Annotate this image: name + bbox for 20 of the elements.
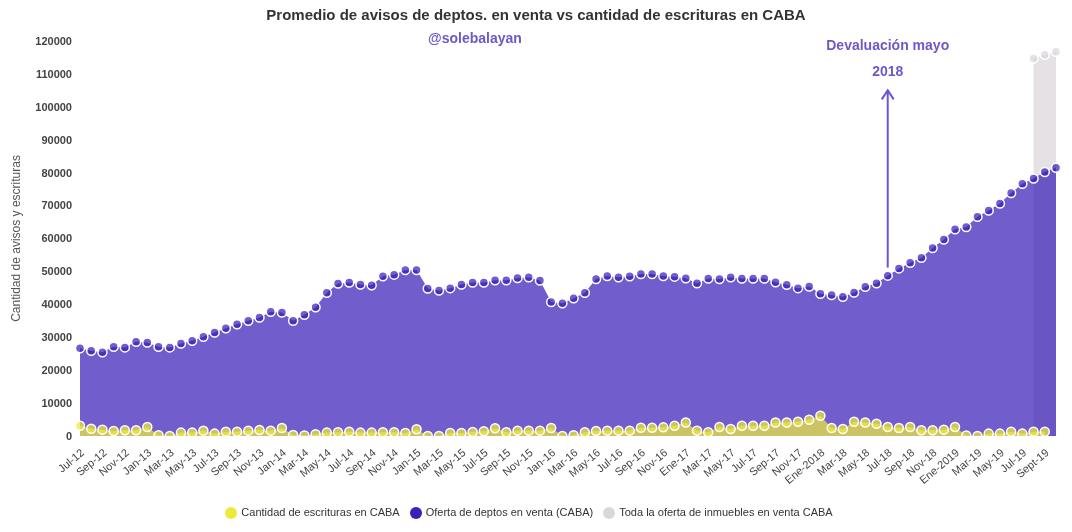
legend-label: Toda la oferta de inmuebles en venta CABA xyxy=(619,505,833,518)
y-tick-label: 0 xyxy=(65,429,72,442)
legend-label: Cantidad de escrituras en CABA xyxy=(241,505,400,518)
y-tick-label: 110000 xyxy=(35,67,72,80)
legend-label: Oferta de deptos en venta (CABA) xyxy=(425,505,594,518)
y-tick-label: 120000 xyxy=(35,34,72,47)
y-tick-label: 80000 xyxy=(41,166,72,179)
y-tick-label: 100000 xyxy=(35,100,72,113)
y-tick-label: 20000 xyxy=(41,363,72,376)
y-tick-label: 40000 xyxy=(41,298,72,311)
y-tick-label: 50000 xyxy=(41,265,72,278)
y-tick-label: 60000 xyxy=(41,232,72,245)
y-axis-title: Cantidad de avisos y escrituras xyxy=(9,155,24,322)
chart-subtitle: @solebalayan xyxy=(428,30,522,46)
y-tick-label: 70000 xyxy=(41,199,72,212)
y-tick-label: 90000 xyxy=(41,133,72,146)
annotation: Devaluación mayo 2018 xyxy=(826,37,950,80)
chart-title: Promedio de avisos de deptos. en venta vs cantidad de escrituras en CABA xyxy=(265,6,807,23)
y-tick-label: 10000 xyxy=(41,396,72,409)
y-tick-label: 30000 xyxy=(41,331,72,344)
